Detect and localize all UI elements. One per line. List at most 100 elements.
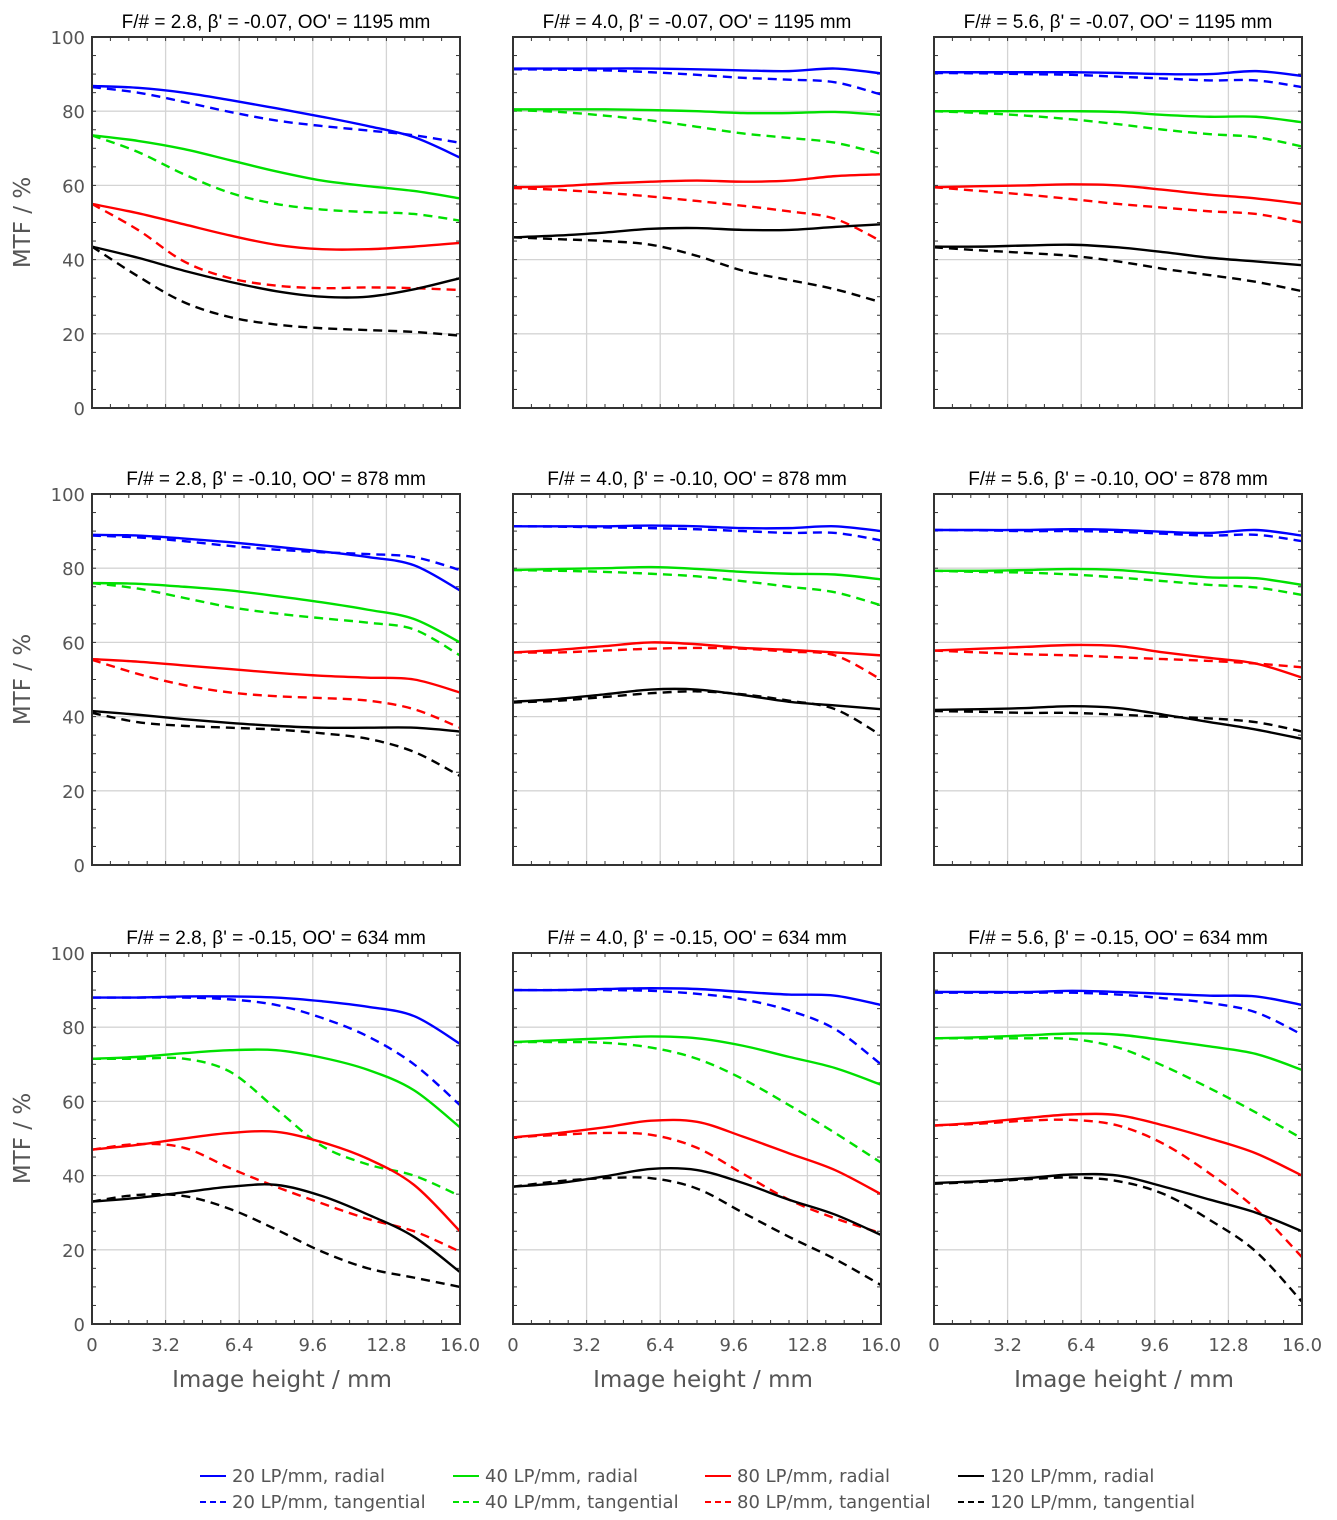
series-line-120-lp-mm-tangential [933,709,1303,733]
series-line-80-lp-mm-radial [933,1112,1303,1177]
mtf-panel-4: F/# = 2.8, β' = -0.10, OO' = 878 mm 0 20 40… [10,469,461,877]
mtf-panel-8: F/# = 4.0, β' = -0.15, OO' = 634 mm 0 3.2 6… [507,928,901,1393]
series-line-120-lp-mm-tangential [512,1176,882,1287]
series-line-80-lp-mm-tangential [91,1142,461,1253]
series-line-80-lp-mm-radial [91,1129,461,1233]
panel-title: F/# = 4.0, β' = -0.15, OO' = 634 mm [547,928,847,949]
series-line-120-lp-mm-tangential [512,690,882,737]
y-tick-label: 80 [62,1018,85,1039]
series-line-40-lp-mm-tangential [512,568,882,607]
series-line-80-lp-mm-tangential [91,658,461,729]
x-tick-label: 3.2 [993,1335,1022,1356]
x-tick-label: 9.6 [719,1335,748,1356]
series-line-20-lp-mm-radial [91,995,461,1045]
panel-title: F/# = 5.6, β' = -0.10, OO' = 878 mm [968,469,1268,490]
panel-title: F/# = 5.6, β' = -0.15, OO' = 634 mm [968,928,1268,949]
mtf-panel-2: F/# = 4.0, β' = -0.07, OO' = 1195 mm [512,12,882,409]
x-axis-label: Image height / mm [593,1367,813,1393]
panel-title: F/# = 2.8, β' = -0.10, OO' = 878 mm [126,469,426,490]
y-tick-label: 40 [62,708,85,729]
y-tick-label: 60 [62,176,85,197]
mtf-panel-7: F/# = 2.8, β' = -0.15, OO' = 634 mm 0 20 40… [10,928,480,1393]
series-line-120-lp-mm-radial [91,245,461,299]
series-line-40-lp-mm-radial [91,134,461,200]
plot-frame [512,493,882,866]
y-tick-label: 60 [62,1092,85,1113]
y-tick-label: 100 [51,28,85,49]
series-line-40-lp-mm-tangential [92,1056,461,1198]
mtf-panel-1: F/# = 2.8, β' = -0.07, OO' = 1195 mm 0 20 4… [10,12,461,420]
series-line-40-lp-mm-radial [91,1048,461,1129]
x-tick-label: 16.0 [440,1335,480,1356]
legend-label: 80 LP/mm, radial [737,1466,890,1487]
y-tick-label: 80 [62,559,85,580]
series-line-120-lp-mm-tangential [91,1193,461,1289]
series-line-120-lp-mm-radial [933,243,1303,267]
legend-item: 80 LP/mm, radial [705,1466,890,1487]
series-line-80-lp-mm-radial [933,643,1303,679]
series-line-120-lp-mm-tangential [933,246,1303,293]
y-tick-label: 60 [62,633,85,654]
series-line-40-lp-mm-radial [933,1032,1303,1072]
series-line-40-lp-mm-tangential [91,134,461,222]
series-line-80-lp-mm-radial [91,202,461,251]
y-axis-label: MTF / % [10,1093,36,1184]
y-tick-label: 20 [62,1241,85,1262]
series-line-80-lp-mm-tangential [512,186,882,243]
series-line-20-lp-mm-tangential [512,525,882,542]
x-axis-label: Image height / mm [1014,1367,1234,1393]
series-line-40-lp-mm-radial [91,581,461,644]
mtf-panel-5: F/# = 4.0, β' = -0.10, OO' = 878 mm [512,469,882,866]
y-axis-label: MTF / % [10,177,36,268]
panel-title: F/# = 2.8, β' = -0.15, OO' = 634 mm [126,928,426,949]
series-line-80-lp-mm-tangential [933,1118,1303,1259]
y-tick-label: 0 [74,1315,85,1336]
series-line-80-lp-mm-radial [512,173,882,189]
plot-frame [91,493,461,866]
series-line-20-lp-mm-radial [934,69,1303,78]
y-tick-label: 20 [62,325,85,346]
x-tick-label: 12.8 [787,1335,827,1356]
series-line-120-lp-mm-tangential [91,245,461,337]
series-line-20-lp-mm-tangential [933,71,1303,89]
y-axis-label: MTF / % [10,634,36,725]
series-line-20-lp-mm-tangential [934,991,1303,1036]
plot-frame [933,952,1303,1325]
series-line-120-lp-mm-radial [933,705,1303,741]
series-line-40-lp-mm-tangential [933,1036,1303,1140]
series-line-120-lp-mm-radial [933,1172,1303,1233]
series-line-80-lp-mm-tangential [512,1131,882,1235]
x-tick-label: 12.8 [366,1335,406,1356]
y-tick-label: 40 [62,1167,85,1188]
x-tick-label: 9.6 [1140,1335,1169,1356]
series-line-120-lp-mm-tangential [512,236,882,304]
legend-label: 120 LP/mm, radial [990,1466,1154,1487]
plot-frame [91,36,461,409]
x-tick-label: 3.2 [572,1335,601,1356]
series-line-40-lp-mm-radial [933,567,1303,587]
legend-item: 20 LP/mm, radial [200,1466,385,1487]
y-tick-label: 80 [62,102,85,123]
series-line-40-lp-mm-tangential [933,569,1303,597]
series-line-40-lp-mm-tangential [512,108,882,156]
series-line-120-lp-mm-radial [91,1183,461,1274]
legend-label: 120 LP/mm, tangential [990,1492,1195,1513]
mtf-panel-6: F/# = 5.6, β' = -0.10, OO' = 878 mm [933,469,1303,866]
legend-label: 20 LP/mm, tangential [232,1492,426,1513]
y-tick-label: 0 [74,399,85,420]
legend-label: 80 LP/mm, tangential [737,1492,931,1513]
y-tick-label: 100 [51,944,85,965]
legend-item: 120 LP/mm, radial [958,1466,1154,1487]
x-tick-label: 3.2 [151,1335,180,1356]
legend-item: 120 LP/mm, tangential [958,1492,1195,1513]
mtf-panel-3: F/# = 5.6, β' = -0.07, OO' = 1195 mm [933,12,1303,409]
series-line-20-lp-mm-radial [933,528,1303,537]
series-line-120-lp-mm-radial [512,223,882,239]
series-line-20-lp-mm-tangential [91,85,461,144]
mtf-panel-9: F/# = 5.6, β' = -0.15, OO' = 634 mm 0 3.2 6… [928,928,1322,1393]
series-line-40-lp-mm-radial [934,109,1303,124]
series-line-80-lp-mm-radial [933,183,1303,206]
x-tick-label: 12.8 [1208,1335,1248,1356]
series-line-120-lp-mm-radial [512,687,882,711]
series-line-80-lp-mm-radial [512,1118,882,1196]
